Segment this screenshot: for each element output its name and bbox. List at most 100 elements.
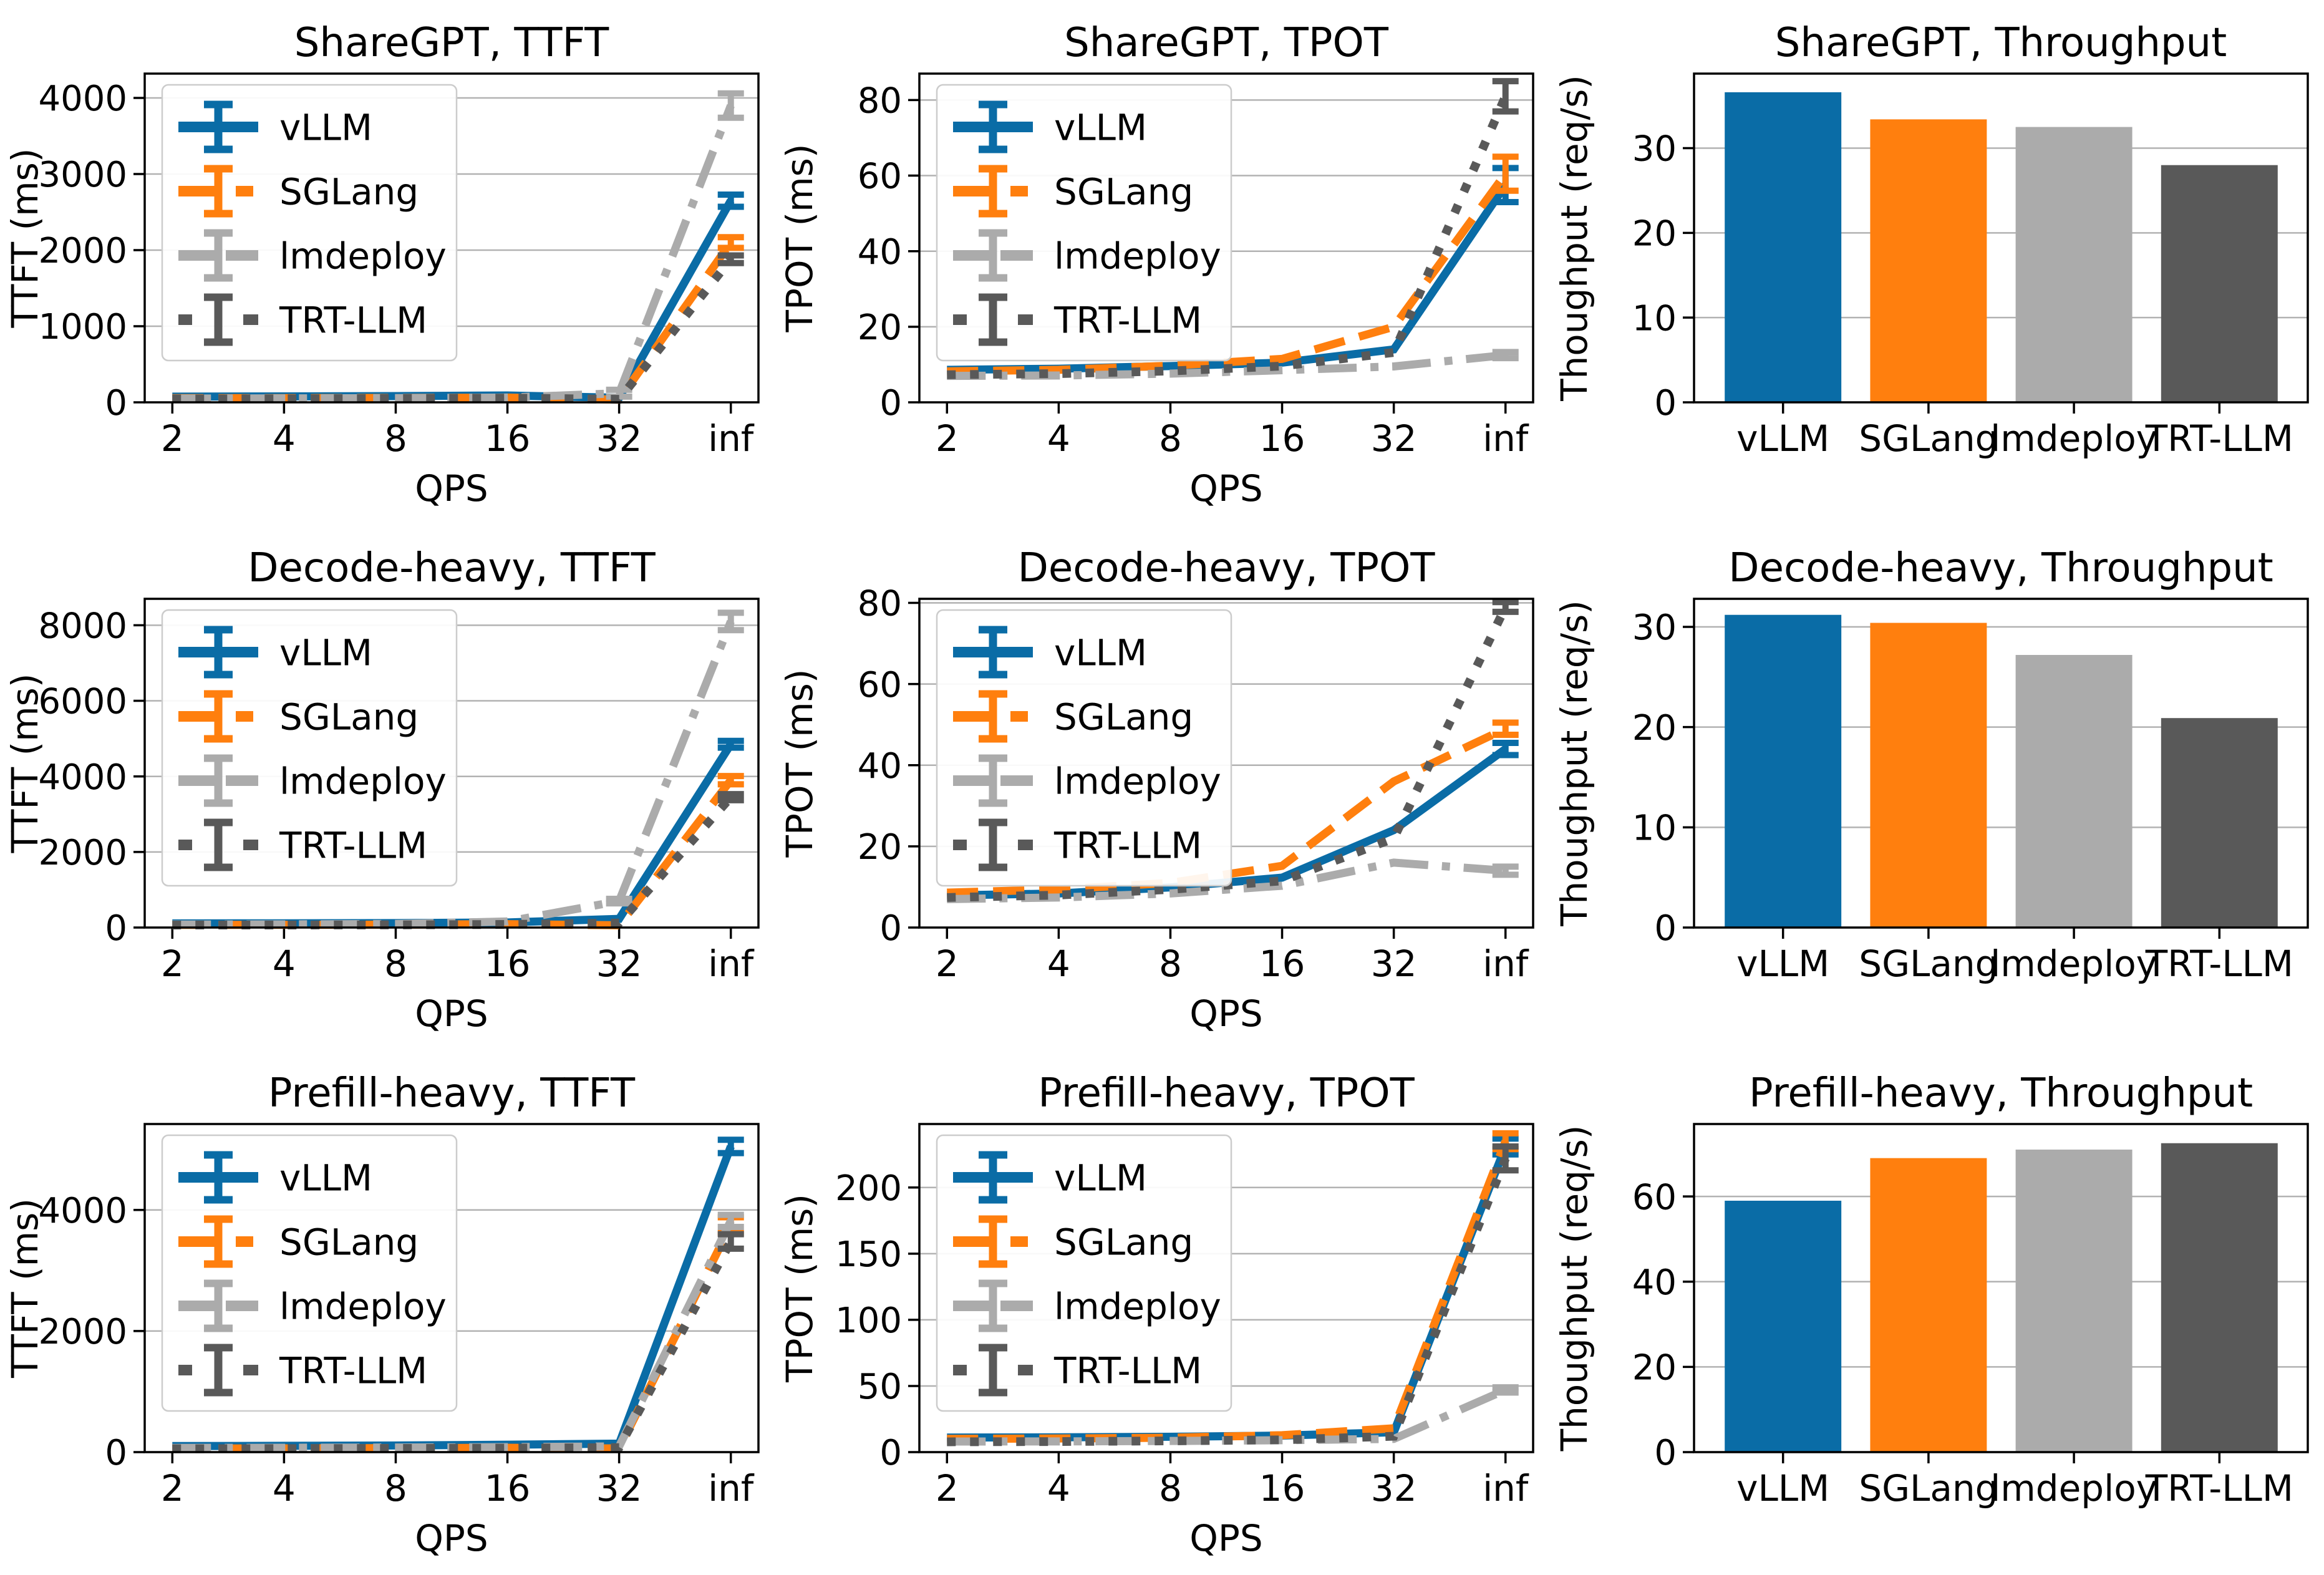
bar-category-label: SGLang bbox=[1859, 1467, 1998, 1510]
y-tick-label: 20 bbox=[858, 308, 902, 348]
y-tick-label: 6000 bbox=[38, 682, 127, 722]
legend-item-SGLang: SGLang bbox=[953, 1215, 1193, 1268]
series-TRT-LLM bbox=[172, 791, 744, 930]
x-tick-label: 4 bbox=[273, 943, 296, 985]
legend-item-SGLang: SGLang bbox=[953, 165, 1193, 218]
legend-item-SGLang: SGLang bbox=[953, 690, 1193, 743]
legend-item-lmdeploy: lmdeploy bbox=[178, 1279, 447, 1332]
chart-decode-heavy-tpot: 0 20 40 60 80 2 4 8 16 32 inf Decode-heavy, TPOT TPO… bbox=[775, 525, 1549, 1050]
x-tick-label: 2 bbox=[161, 417, 184, 460]
legend-box bbox=[161, 84, 458, 362]
bars bbox=[1725, 614, 2278, 928]
legend-box bbox=[936, 1134, 1232, 1412]
legend-label: SGLang bbox=[1054, 1221, 1193, 1263]
axes-spines bbox=[918, 72, 1534, 404]
bar-TRT-LLM bbox=[2161, 165, 2278, 402]
legend: vLLM SGLang lmdeploy TRT-LLM bbox=[936, 1134, 1232, 1412]
y-tick-label: 0 bbox=[879, 908, 902, 949]
axes-spines bbox=[1693, 598, 2309, 929]
y-tick-label: 50 bbox=[858, 1367, 902, 1407]
y-axis-label: Thoughput (req/s) bbox=[1553, 1125, 1595, 1452]
legend-label: TRT-LLM bbox=[279, 299, 427, 341]
y-axis-label: Thoughput (req/s) bbox=[1553, 75, 1595, 402]
y-tick-label: 30 bbox=[1632, 129, 1677, 170]
bar-category-label: vLLM bbox=[1736, 1467, 1829, 1510]
y-tick-label: 40 bbox=[858, 746, 902, 787]
legend-label: vLLM bbox=[1054, 1156, 1147, 1199]
chart-sharegpt-ttft: 0 1000 2000 3000 4000 2 4 8 16 32 inf ShareGPT, TTF… bbox=[0, 0, 775, 525]
x-tick-label: 16 bbox=[485, 1467, 531, 1510]
x-tick-label: 4 bbox=[273, 1467, 296, 1510]
y-tick-label: 40 bbox=[1632, 1262, 1677, 1303]
legend-item-vLLM: vLLM bbox=[953, 626, 1147, 679]
axes-spines bbox=[1693, 72, 2309, 404]
x-tick-label: 16 bbox=[485, 417, 531, 460]
axes-spines bbox=[143, 598, 760, 929]
series-line-TRT-LLM bbox=[172, 794, 734, 930]
legend-item-lmdeploy: lmdeploy bbox=[953, 1279, 1221, 1332]
bar-SGLang bbox=[1870, 623, 1987, 928]
bar-vLLM bbox=[1725, 614, 1842, 928]
x-tick-label: 32 bbox=[1371, 1467, 1417, 1510]
legend-item-SGLang: SGLang bbox=[178, 165, 419, 218]
legend-item-vLLM: vLLM bbox=[953, 100, 1147, 153]
y-tick-label: 0 bbox=[1654, 383, 1677, 424]
chart-decode-heavy-ttft: 0 2000 4000 6000 8000 2 4 8 16 32 inf Decode-heavy,… bbox=[0, 525, 775, 1050]
y-tick-label: 0 bbox=[105, 1433, 127, 1473]
chart-title: Decode-heavy, TTFT bbox=[248, 545, 656, 591]
legend-item-TRT-LLM: TRT-LLM bbox=[953, 293, 1202, 346]
bar-category-label: vLLM bbox=[1736, 417, 1829, 460]
y-tick-label: 2000 bbox=[38, 231, 127, 271]
legend-item-lmdeploy: lmdeploy bbox=[953, 754, 1221, 807]
chart-title: ShareGPT, TTFT bbox=[294, 20, 609, 66]
x-tick-label: 16 bbox=[485, 943, 531, 985]
bar-category-label: lmdeploy bbox=[1990, 417, 2157, 460]
x-axis-label: QPS bbox=[415, 992, 488, 1035]
legend-label: TRT-LLM bbox=[279, 824, 427, 866]
bar-SGLang bbox=[1870, 1158, 1987, 1452]
y-tick-label: 10 bbox=[1632, 808, 1677, 848]
bar-TRT-LLM bbox=[2161, 1143, 2278, 1452]
y-tick-label: 20 bbox=[858, 827, 902, 868]
y-axis-label: TTFT (ms) bbox=[4, 148, 46, 328]
legend-item-SGLang: SGLang bbox=[178, 690, 419, 743]
y-tick-label: 0 bbox=[105, 908, 127, 949]
axes-spines bbox=[918, 598, 1534, 929]
legend-box bbox=[936, 84, 1232, 362]
series-line-TRT-LLM bbox=[947, 1156, 1510, 1447]
x-tick-label: 4 bbox=[1047, 417, 1070, 460]
legend-label: TRT-LLM bbox=[279, 1349, 427, 1392]
x-tick-label: 32 bbox=[1371, 417, 1417, 460]
legend-box bbox=[161, 1134, 458, 1412]
x-tick-label: 32 bbox=[596, 417, 642, 460]
legend-label: SGLang bbox=[1054, 695, 1193, 738]
y-axis-label: TPOT (ms) bbox=[778, 1194, 821, 1383]
chart-title: Prefill-heavy, TPOT bbox=[1038, 1070, 1415, 1117]
y-tick-label: 60 bbox=[858, 665, 902, 705]
y-tick-label: 30 bbox=[1632, 608, 1677, 648]
legend: vLLM SGLang lmdeploy TRT-LLM bbox=[936, 609, 1232, 887]
x-tick-label: 4 bbox=[273, 417, 296, 460]
series-TRT-LLM bbox=[947, 78, 1519, 379]
axes-spines bbox=[1693, 1123, 2309, 1453]
x-tick-label: 8 bbox=[384, 1467, 407, 1510]
x-tick-label: 2 bbox=[161, 943, 184, 985]
bars bbox=[1725, 92, 2278, 402]
series-TRT-LLM bbox=[172, 1231, 744, 1453]
legend-label: lmdeploy bbox=[1054, 760, 1221, 802]
series-TRT-LLM bbox=[172, 252, 744, 404]
x-tick-label: inf bbox=[708, 943, 755, 985]
bars bbox=[1725, 1143, 2278, 1452]
legend-label: SGLang bbox=[279, 1221, 419, 1263]
y-tick-label: 0 bbox=[105, 383, 127, 424]
legend: vLLM SGLang lmdeploy TRT-LLM bbox=[936, 84, 1232, 362]
legend-label: vLLM bbox=[279, 106, 372, 148]
y-tick-label: 2000 bbox=[38, 833, 127, 873]
x-tick-label: 2 bbox=[161, 1467, 184, 1510]
legend-label: TRT-LLM bbox=[1053, 1349, 1202, 1392]
x-tick-label: 32 bbox=[1371, 943, 1417, 985]
legend-label: vLLM bbox=[279, 1156, 372, 1199]
